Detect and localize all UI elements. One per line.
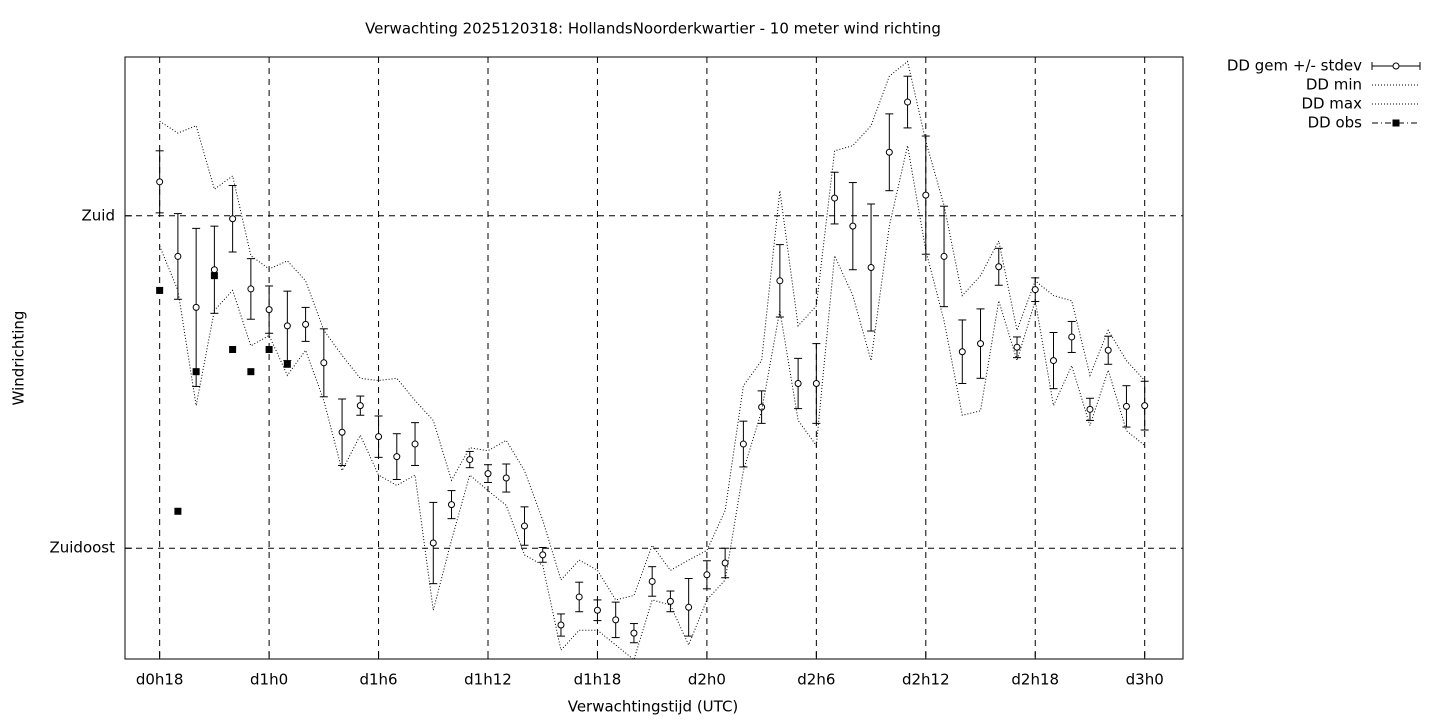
- mean-point: [502, 474, 510, 482]
- mean-point: [904, 98, 912, 106]
- mean-point: [630, 629, 638, 637]
- legend-label: DD min: [1306, 76, 1362, 94]
- mean-point: [940, 252, 948, 260]
- mean-point: [666, 597, 674, 605]
- mean-point: [958, 348, 966, 356]
- obs-point: [283, 360, 291, 368]
- mean-point: [265, 306, 273, 314]
- x-tick-label: d1h18: [574, 671, 622, 689]
- mean-point: [1086, 405, 1094, 413]
- mean-point: [794, 379, 802, 387]
- mean-point: [1141, 402, 1149, 410]
- plot-area: [155, 60, 1149, 659]
- x-tick-label: d0h18: [136, 671, 184, 689]
- mean-point: [174, 252, 182, 260]
- obs-point: [265, 346, 273, 354]
- x-tick-label: d1h0: [250, 671, 288, 689]
- mean-point: [849, 222, 857, 230]
- mean-point: [648, 577, 656, 585]
- mean-point: [302, 320, 310, 328]
- mean-point: [1068, 333, 1076, 341]
- mean-point: [739, 440, 747, 448]
- plot-frame: [124, 56, 1184, 660]
- x-tick-label: d1h12: [464, 671, 512, 689]
- mean-point: [776, 277, 784, 285]
- mean-point: [393, 453, 401, 461]
- mean-point: [885, 148, 893, 156]
- mean-point: [685, 603, 693, 611]
- y-tick-label: Zuidoost: [49, 539, 115, 557]
- mean-point: [320, 359, 328, 367]
- mean-point: [831, 194, 839, 202]
- obs-point: [229, 346, 237, 354]
- x-tick-label: d2h18: [1011, 671, 1059, 689]
- mean-point: [977, 340, 985, 348]
- mean-point: [247, 285, 255, 293]
- y-tick-label: Zuid: [82, 206, 115, 224]
- legend-label: DD max: [1301, 95, 1362, 113]
- mean-point: [612, 616, 620, 624]
- mean-point: [1013, 343, 1021, 351]
- mean-point: [1031, 286, 1039, 294]
- mean-point: [448, 501, 456, 509]
- mean-point: [867, 264, 875, 272]
- mean-point: [557, 621, 565, 629]
- mean-point: [922, 191, 930, 199]
- x-tick-label: d2h12: [902, 671, 950, 689]
- legend-sample: [1392, 62, 1400, 70]
- mean-point: [283, 322, 291, 330]
- mean-point: [1122, 402, 1130, 410]
- legend-label: DD gem +/- stdev: [1227, 57, 1362, 75]
- mean-point: [721, 559, 729, 567]
- obs-point: [192, 368, 200, 376]
- grid: [125, 57, 1183, 659]
- obs-point: [174, 507, 182, 515]
- mean-point: [156, 178, 164, 186]
- y-axis-label: Windrichting: [10, 311, 28, 406]
- mean-point: [758, 403, 766, 411]
- mean-point: [593, 606, 601, 614]
- legend-label: DD obs: [1308, 114, 1363, 132]
- x-tick-label: d2h6: [797, 671, 835, 689]
- mean-point: [466, 456, 474, 464]
- mean-point: [484, 470, 492, 478]
- x-tick-label: d3h0: [1126, 671, 1164, 689]
- mean-point: [210, 266, 218, 274]
- mean-point: [411, 440, 419, 448]
- mean-point: [192, 303, 200, 311]
- mean-point: [356, 402, 364, 410]
- chart-title: Verwachting 2025120318: HollandsNoorderk…: [365, 20, 941, 38]
- mean-point: [703, 571, 711, 579]
- mean-point: [1049, 357, 1057, 365]
- line-2: [159, 60, 1146, 601]
- legend-sample: [1392, 119, 1400, 127]
- mean-point: [520, 522, 528, 530]
- mean-point: [375, 433, 383, 441]
- mean-point: [995, 263, 1003, 271]
- mean-point: [539, 551, 547, 559]
- mean-point: [1104, 346, 1112, 354]
- mean-point: [575, 593, 583, 601]
- mean-point: [229, 215, 237, 223]
- obs-point: [247, 368, 255, 376]
- mean-point: [338, 428, 346, 436]
- obs-point: [156, 286, 164, 294]
- x-tick-label: d2h0: [688, 671, 726, 689]
- mean-point: [429, 539, 437, 547]
- x-tick-label: d1h6: [359, 671, 397, 689]
- x-axis-label: Verwachtingstijd (UTC): [568, 698, 739, 716]
- mean-point: [812, 379, 820, 387]
- obs-point: [210, 272, 218, 280]
